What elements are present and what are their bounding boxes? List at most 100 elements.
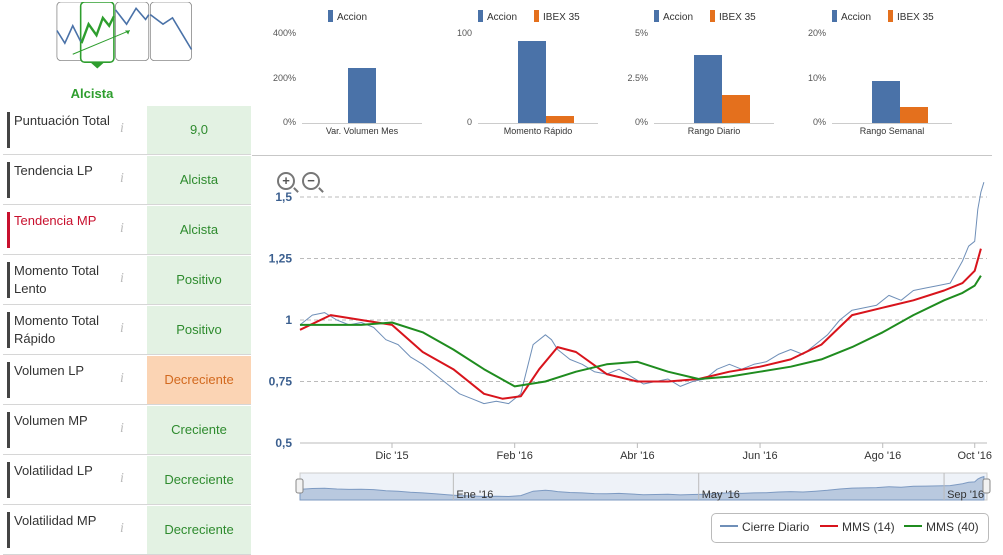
info-icon[interactable]: i [120,521,124,536]
mini-chart: Accion IBEX 35 0% 10% 20% Rango Semanal [790,0,960,145]
legend-swatch-icon [534,10,539,22]
mini-tick-label: 400% [272,28,296,38]
y-tick-label: 0,75 [269,375,293,389]
indicator-row[interactable]: Puntuación Total i 9,0 [3,106,251,155]
mini-tick-label: 20% [807,28,826,38]
indicator-value: 9,0 [147,106,251,154]
x-tick-label: Feb '16 [497,450,533,462]
info-icon[interactable]: i [120,371,124,386]
mini-legend-item[interactable]: IBEX 35 [534,10,580,23]
y-tick-label: 1 [285,313,292,327]
x-tick-label: Oct '16 [957,450,992,462]
legend-mms14[interactable]: MMS (14) [820,520,895,534]
mini-tick-label: 0 [466,117,472,127]
navigator-left-handle[interactable] [295,478,304,494]
trend-thumb-bajista-2[interactable] [149,2,192,61]
mini-chart: Accion IBEX 35 0 100 Momento Rápido [436,0,606,145]
legend-close[interactable]: Cierre Diario [720,520,809,534]
mini-tick-label: 2.5% [627,72,648,83]
info-icon[interactable]: i [120,121,124,136]
mini-legend-label: Accion [841,12,872,23]
mini-legend-item[interactable]: IBEX 35 [888,10,934,23]
indicator-value: Alcista [147,156,251,204]
indicator-row[interactable]: Momento Total Lento i Positivo [3,256,251,305]
mini-tick-label: 100 [456,28,472,38]
indicator-name: Volumen LP [7,362,114,398]
navigator-right-handle[interactable] [982,478,991,494]
indicator-value: Creciente [147,406,251,454]
info-icon[interactable]: i [120,421,124,436]
x-tick-label: Dic '15 [375,450,408,462]
legend-swatch-icon [654,10,659,22]
navigator-label: May '16 [702,489,740,501]
mini-tick-label: 0% [282,117,296,127]
trend-thumbnails [56,2,193,69]
info-icon[interactable]: i [120,271,124,286]
mini-legend-item[interactable]: IBEX 35 [710,10,756,23]
indicator-name: Puntuación Total [7,112,114,148]
mini-legend-item[interactable]: Accion [654,10,693,23]
legend-mms40[interactable]: MMS (40) [904,520,979,534]
selected-pointer-icon [90,62,105,69]
bar-accion[interactable] [872,80,900,123]
chart-legend: Cierre Diario MMS (14) MMS (40) [711,513,989,543]
mini-tick-label: 0% [812,117,826,127]
x-tick-label: Abr '16 [620,450,655,462]
legend-swatch-icon [328,10,333,22]
x-tick-label: Ago '16 [864,450,901,462]
navigator-series [299,475,985,501]
navigator-label: Ene '16 [456,489,493,501]
legend-swatch-icon [888,10,893,22]
mini-legend-item[interactable]: Accion [478,10,517,23]
zoom-in-icon[interactable]: + [277,172,295,190]
mini-legend-label: Accion [337,12,368,23]
indicator-value: Alcista [147,206,251,254]
mini-legend-item[interactable]: Accion [832,10,871,23]
indicator-name: Volatilidad MP [7,512,114,548]
mini-tick-label: 10% [807,72,826,83]
info-icon[interactable]: i [120,321,124,336]
mini-tick-label: 200% [272,72,296,83]
legend-swatch-icon [710,10,715,22]
mini-baseline [478,123,598,124]
bar-accion[interactable] [694,55,722,123]
indicator-row[interactable]: Volatilidad LP i Decreciente [3,456,251,505]
indicator-row[interactable]: Tendencia MP i Alcista [3,206,251,255]
y-tick-label: 0,5 [275,436,292,450]
trend-thumb-lateral[interactable] [115,2,150,61]
indicator-row[interactable]: Volumen LP i Decreciente [3,356,251,405]
bar-accion[interactable] [518,41,546,123]
bar-ibex35[interactable] [722,94,750,123]
indicator-value: Decreciente [147,506,251,554]
mini-baseline [654,123,774,124]
indicator-name: Tendencia LP [7,162,114,198]
mini-legend-label: Accion [663,12,694,23]
indicator-value: Positivo [147,306,251,354]
mini-legend-item[interactable]: Accion [328,10,367,23]
info-icon[interactable]: i [120,171,124,186]
indicator-row[interactable]: Volumen MP i Creciente [3,406,251,455]
series-cierre-diario[interactable] [299,182,985,405]
mini-tick-label: 5% [634,28,648,38]
bar-accion[interactable] [348,68,376,123]
indicator-row[interactable]: Tendencia LP i Alcista [3,156,251,205]
navigator-label: Sep '16 [947,489,984,501]
indicator-row[interactable]: Volatilidad MP i Decreciente [3,506,251,555]
indicator-name: Volumen MP [7,412,114,448]
series-mms40[interactable] [300,275,982,388]
indicator-value: Decreciente [147,456,251,504]
bar-ibex35[interactable] [900,107,928,123]
indicator-row[interactable]: Momento Total Rápido i Positivo [3,306,251,355]
price-chart[interactable]: 0,5 0,75 1 1,25 1,5 Dic '15 Feb '16 Abr '16 Jun … [252,155,992,555]
info-icon[interactable]: i [120,221,124,236]
mini-x-label: Rango Diario [687,126,741,136]
mini-legend-label: IBEX 35 [543,12,580,23]
mini-legend-label: Accion [487,12,518,23]
series-mms14[interactable] [299,248,982,400]
bar-ibex35[interactable] [546,115,574,123]
mini-legend-label: IBEX 35 [897,12,934,23]
zoom-out-icon[interactable]: − [302,172,320,190]
mini-legend-label: IBEX 35 [719,12,756,23]
section-divider [252,155,992,156]
info-icon[interactable]: i [120,471,124,486]
